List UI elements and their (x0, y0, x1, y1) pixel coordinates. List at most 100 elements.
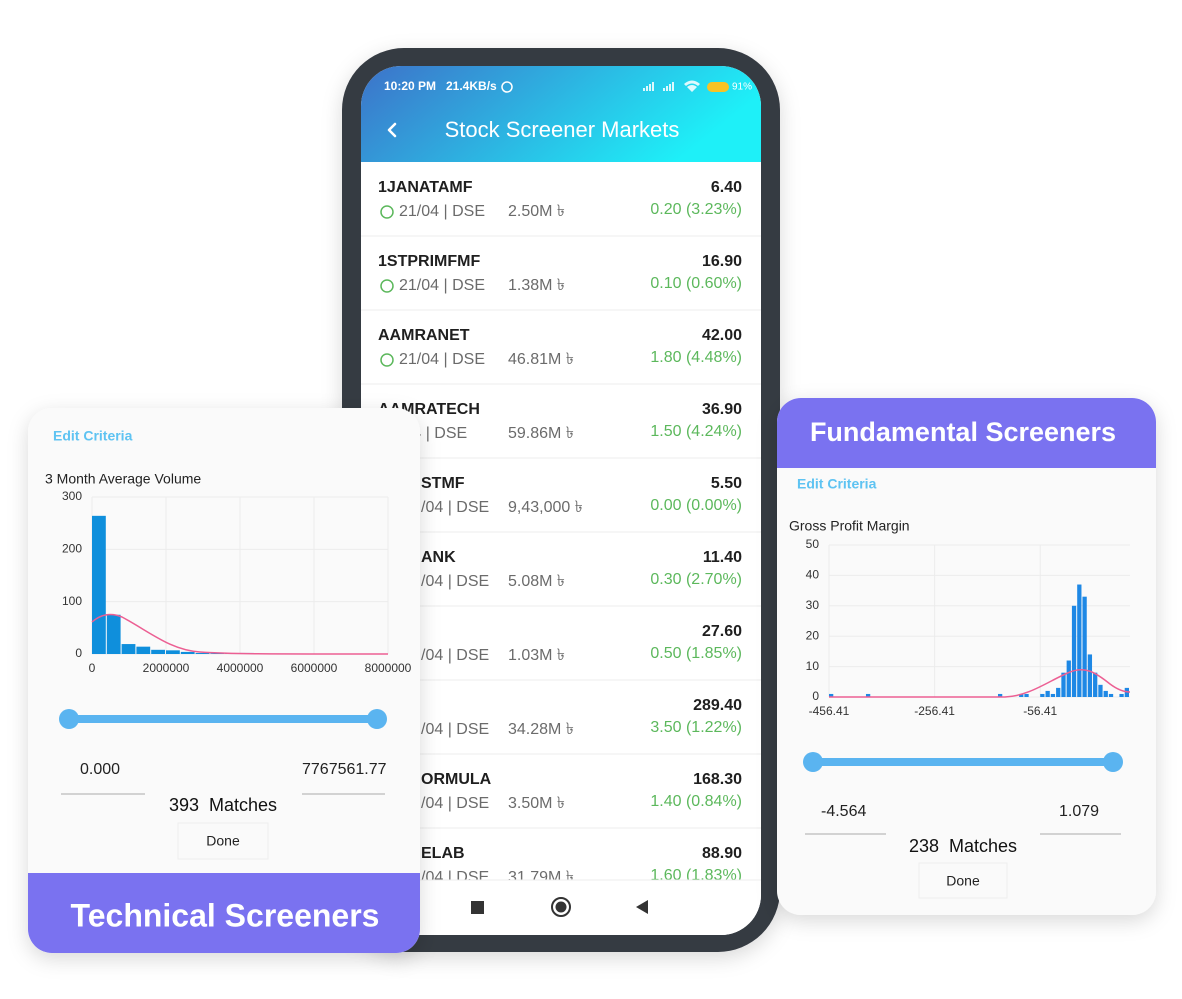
bar (1040, 693, 1045, 697)
y-tick-label: 10 (806, 659, 820, 673)
stock-price: 11.40 (703, 549, 742, 566)
bar (1098, 684, 1103, 697)
status-speed: 21.4KB/s (446, 79, 497, 93)
signal-icons (643, 80, 700, 92)
done-button[interactable] (918, 862, 1008, 899)
min-input[interactable]: -4.564 (821, 803, 866, 820)
slider-thumb[interactable] (59, 709, 79, 729)
stock-volume: 1.38M ৳ (508, 277, 565, 294)
stock-price: 88.90 (702, 845, 742, 862)
x-tick-label: -56.41 (1023, 704, 1057, 718)
y-tick-label: 100 (62, 594, 82, 608)
bar (1077, 584, 1082, 697)
max-input[interactable]: 7767561.77 (302, 761, 387, 778)
stock-row[interactable]: STMF/04 | DSE 9,43,000 ৳ 5.50 0.00 (0.00%) (361, 475, 761, 533)
x-tick-label: -456.41 (809, 704, 850, 718)
back-button[interactable] (387, 122, 397, 138)
banner-title: Fundamental Screeners (810, 417, 1116, 447)
edit-criteria[interactable]: Edit Criteria (797, 476, 877, 492)
stock-name: ELAB (421, 845, 465, 862)
done-button[interactable] (177, 822, 269, 860)
bar (829, 693, 834, 697)
card-bg (777, 398, 1156, 915)
nav-home[interactable] (551, 897, 571, 917)
stock-date: /04 | DSE (421, 573, 489, 590)
y-tick-label: 30 (806, 598, 820, 612)
banner (28, 873, 420, 953)
histogram: 0 100 200 300 0 2000000 4000000 6000000 8000000 (62, 489, 412, 675)
stock-volume: 2.50M ৳ (508, 203, 565, 220)
stock-row[interactable]: ELAB/04 | DSE 31.79M ৳ 88.90 1.60 (1.83%) (361, 845, 761, 902)
bar (106, 614, 121, 654)
stock-row[interactable]: AAMRANET 21/04 | DSE 46.81M ৳ 42.00 1.80 (4.… (361, 327, 761, 385)
stock-volume: 34.28M ৳ (508, 721, 574, 738)
alarm-icon (501, 81, 513, 93)
stock-volume: 1.03M ৳ (508, 647, 565, 664)
bar (1071, 605, 1077, 697)
stock-change: 1.40 (0.84%) (650, 793, 742, 810)
banner-title: Technical Screeners (71, 897, 380, 933)
y-tick-label: 0 (812, 689, 819, 703)
stock-date: /04 | DSE (421, 795, 489, 812)
stock-date: /04 | DSE (421, 499, 489, 516)
app-title: Stock Screener Markets (445, 117, 680, 142)
bar (1087, 654, 1093, 697)
slider-thumb[interactable] (367, 709, 387, 729)
alarm-icon (380, 279, 394, 293)
slider-thumb[interactable] (803, 752, 823, 772)
y-tick-label: 40 (806, 568, 820, 582)
matches-count: 393 (169, 795, 199, 815)
stock-volume: 3.50M ৳ (508, 795, 565, 812)
stock-date: 21/04 | DSE (399, 277, 485, 294)
bar (195, 652, 210, 654)
edit-criteria[interactable]: Edit Criteria (53, 428, 133, 444)
stock-row[interactable]: 1JANATAMF 21/04 | DSE 2.50M ৳ 6.40 0.20 (3.2… (361, 179, 761, 237)
fundamental-card: Fundamental Screeners Edit Criteria Gros… (777, 398, 1156, 915)
bar (151, 649, 165, 654)
stock-row[interactable]: ORMULA/04 | DSE 3.50M ৳ 168.30 1.40 (0.84%) (361, 771, 761, 829)
stock-date: 21/04 | DSE (399, 351, 485, 368)
bar (1019, 693, 1024, 697)
y-tick-label: 0 (75, 646, 82, 660)
stock-change: 1.60 (1.83%) (650, 867, 742, 884)
stock-volume: 31.79M ৳ (508, 869, 574, 886)
matches-label: Matches (209, 795, 277, 815)
stock-row[interactable]: /04 | DSE 1.03M ৳ 27.60 0.50 (1.85%) (361, 623, 761, 681)
technical-card: Edit Criteria 3 Month Average Volume 0 10… (28, 408, 420, 953)
stock-change: 0.10 (0.60%) (650, 275, 742, 292)
stock-row[interactable]: /04 | DSE 34.28M ৳ 289.40 3.50 (1.22%) (361, 697, 761, 755)
stock-date: /04 | DSE (421, 869, 489, 886)
nav-home-dot (555, 901, 567, 913)
stock-price: 5.50 (711, 475, 742, 492)
max-input[interactable]: 1.079 (1059, 803, 1099, 820)
density-curve (91, 613, 389, 655)
stock-row[interactable]: ANK/04 | DSE 5.08M ৳ 11.40 0.30 (2.70%) (361, 549, 761, 607)
slider-thumb[interactable] (1103, 752, 1123, 772)
stock-price: 42.00 (702, 327, 742, 344)
bar (210, 653, 225, 654)
nav-back[interactable] (636, 900, 648, 914)
y-tick-label: 20 (806, 628, 820, 642)
nav-recent[interactable] (471, 901, 484, 914)
stock-change: 0.50 (1.85%) (650, 645, 742, 662)
stock-price: 6.40 (711, 179, 742, 196)
bar (136, 646, 151, 654)
bar (1082, 596, 1087, 697)
stock-date: 21/04 | DSE (399, 203, 485, 220)
stock-name: ANK (421, 549, 456, 566)
x-tick-label: 2000000 (143, 661, 190, 675)
stock-change: 3.50 (1.22%) (650, 719, 742, 736)
bar (1056, 687, 1061, 697)
status-time: 10:20 PM (384, 79, 436, 93)
x-tick-label: -256.41 (914, 704, 955, 718)
min-input[interactable]: 0.000 (80, 761, 120, 778)
bar (166, 650, 180, 654)
y-tick-label: 300 (62, 489, 82, 503)
bar (1119, 693, 1124, 697)
battery-icon (707, 82, 729, 92)
stock-row[interactable]: 1STPRIMFMF 21/04 | DSE 1.38M ৳ 16.90 0.10 (0… (361, 253, 761, 311)
done-label: Done (946, 873, 980, 889)
card-bg (28, 408, 420, 953)
phone: 10:20 PM 21.4KB/s 91% Stock Screener Mar… (342, 48, 780, 952)
